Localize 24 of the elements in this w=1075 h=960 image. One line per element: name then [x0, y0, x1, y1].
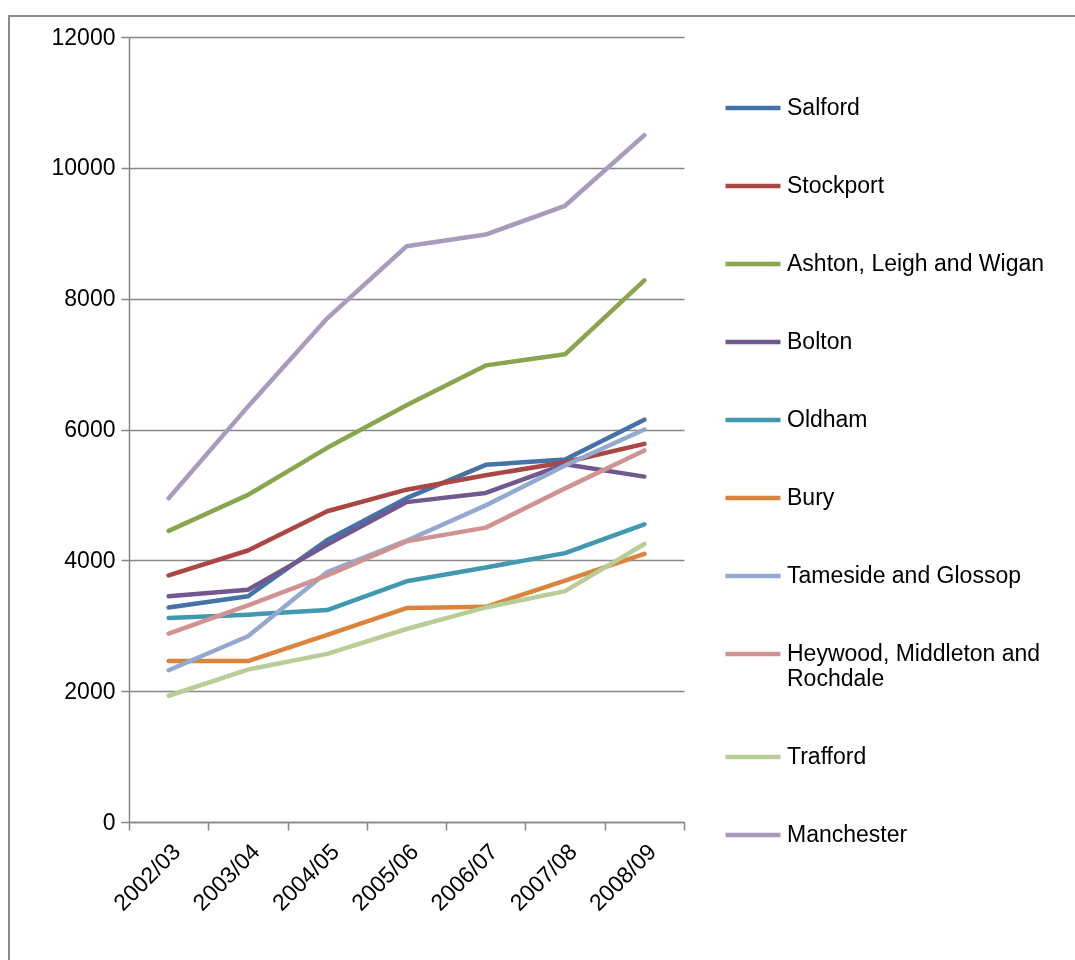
- y-tick-label: 10000: [51, 154, 116, 181]
- y-tick-label: 2000: [64, 677, 116, 704]
- legend-label: Tameside and Glossop: [787, 562, 1021, 588]
- legend-label: Oldham: [787, 406, 868, 432]
- legend-label: Ashton, Leigh and Wigan: [787, 250, 1045, 276]
- legend-label: Manchester: [787, 821, 908, 847]
- line-series: [166, 441, 647, 578]
- legend-label: Heywood, Middleton and Rochdale: [787, 640, 1041, 691]
- line-series: [166, 461, 647, 599]
- legend-label: Salford: [787, 94, 860, 120]
- y-tick-label: 6000: [64, 416, 116, 442]
- y-tick-label: 4000: [64, 546, 116, 573]
- line-series: [166, 278, 647, 534]
- legend-label: Trafford: [787, 743, 867, 769]
- y-tick-label: 8000: [64, 285, 116, 312]
- legend-label: Stockport: [787, 172, 885, 198]
- legend-label: Bury: [787, 484, 835, 510]
- y-tick-label: 12000: [51, 23, 116, 50]
- line-series: [166, 522, 647, 621]
- line-series: [166, 448, 647, 636]
- line-series: [166, 541, 647, 698]
- legend-label: Bolton: [787, 328, 853, 354]
- line-series: [166, 132, 647, 501]
- y-tick-label: 0: [102, 808, 116, 835]
